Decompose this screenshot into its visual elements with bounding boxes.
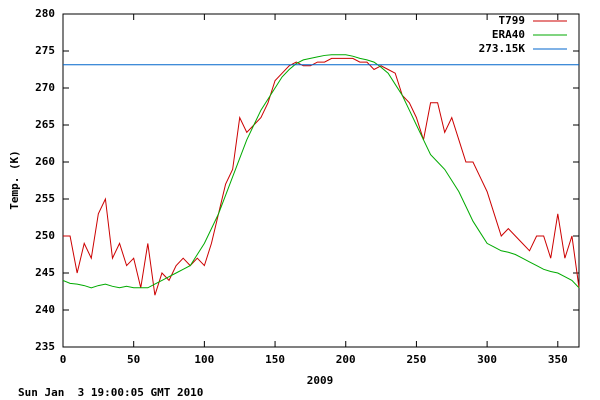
plot-frame (62, 13, 580, 348)
y-tick-label: 260 (35, 155, 55, 168)
y-tick-label: 280 (35, 7, 55, 20)
x-tick-label: 100 (194, 353, 214, 366)
x-tick-label: 300 (477, 353, 497, 366)
series-line (63, 57, 580, 296)
y-tick-label: 250 (35, 229, 55, 242)
x-tick-label: 350 (548, 353, 568, 366)
y-axis-label: Temp. (K) (8, 150, 21, 210)
y-tick-label: 255 (35, 192, 55, 205)
y-tick-label: 265 (35, 118, 55, 131)
x-tick-label: 0 (60, 353, 67, 366)
y-tick-label: 245 (35, 266, 55, 279)
y-tick-label: 275 (35, 44, 55, 57)
y-tick-label: 270 (35, 81, 55, 94)
legend-label: 273.15K (479, 42, 526, 55)
legend-label: ERA40 (492, 28, 525, 41)
x-tick-label: 50 (127, 353, 140, 366)
y-tick-label: 235 (35, 340, 55, 353)
x-tick-label: 250 (406, 353, 426, 366)
x-axis-label: 2009 (307, 374, 334, 387)
legend-label: T799 (499, 14, 526, 27)
x-tick-label: 200 (336, 353, 356, 366)
footer: Sun Jan 3 19:00:05 GMT 2010 (18, 386, 203, 399)
x-tick-label: 150 (265, 353, 285, 366)
series-line (62, 54, 580, 289)
y-tick-label: 240 (35, 303, 55, 316)
